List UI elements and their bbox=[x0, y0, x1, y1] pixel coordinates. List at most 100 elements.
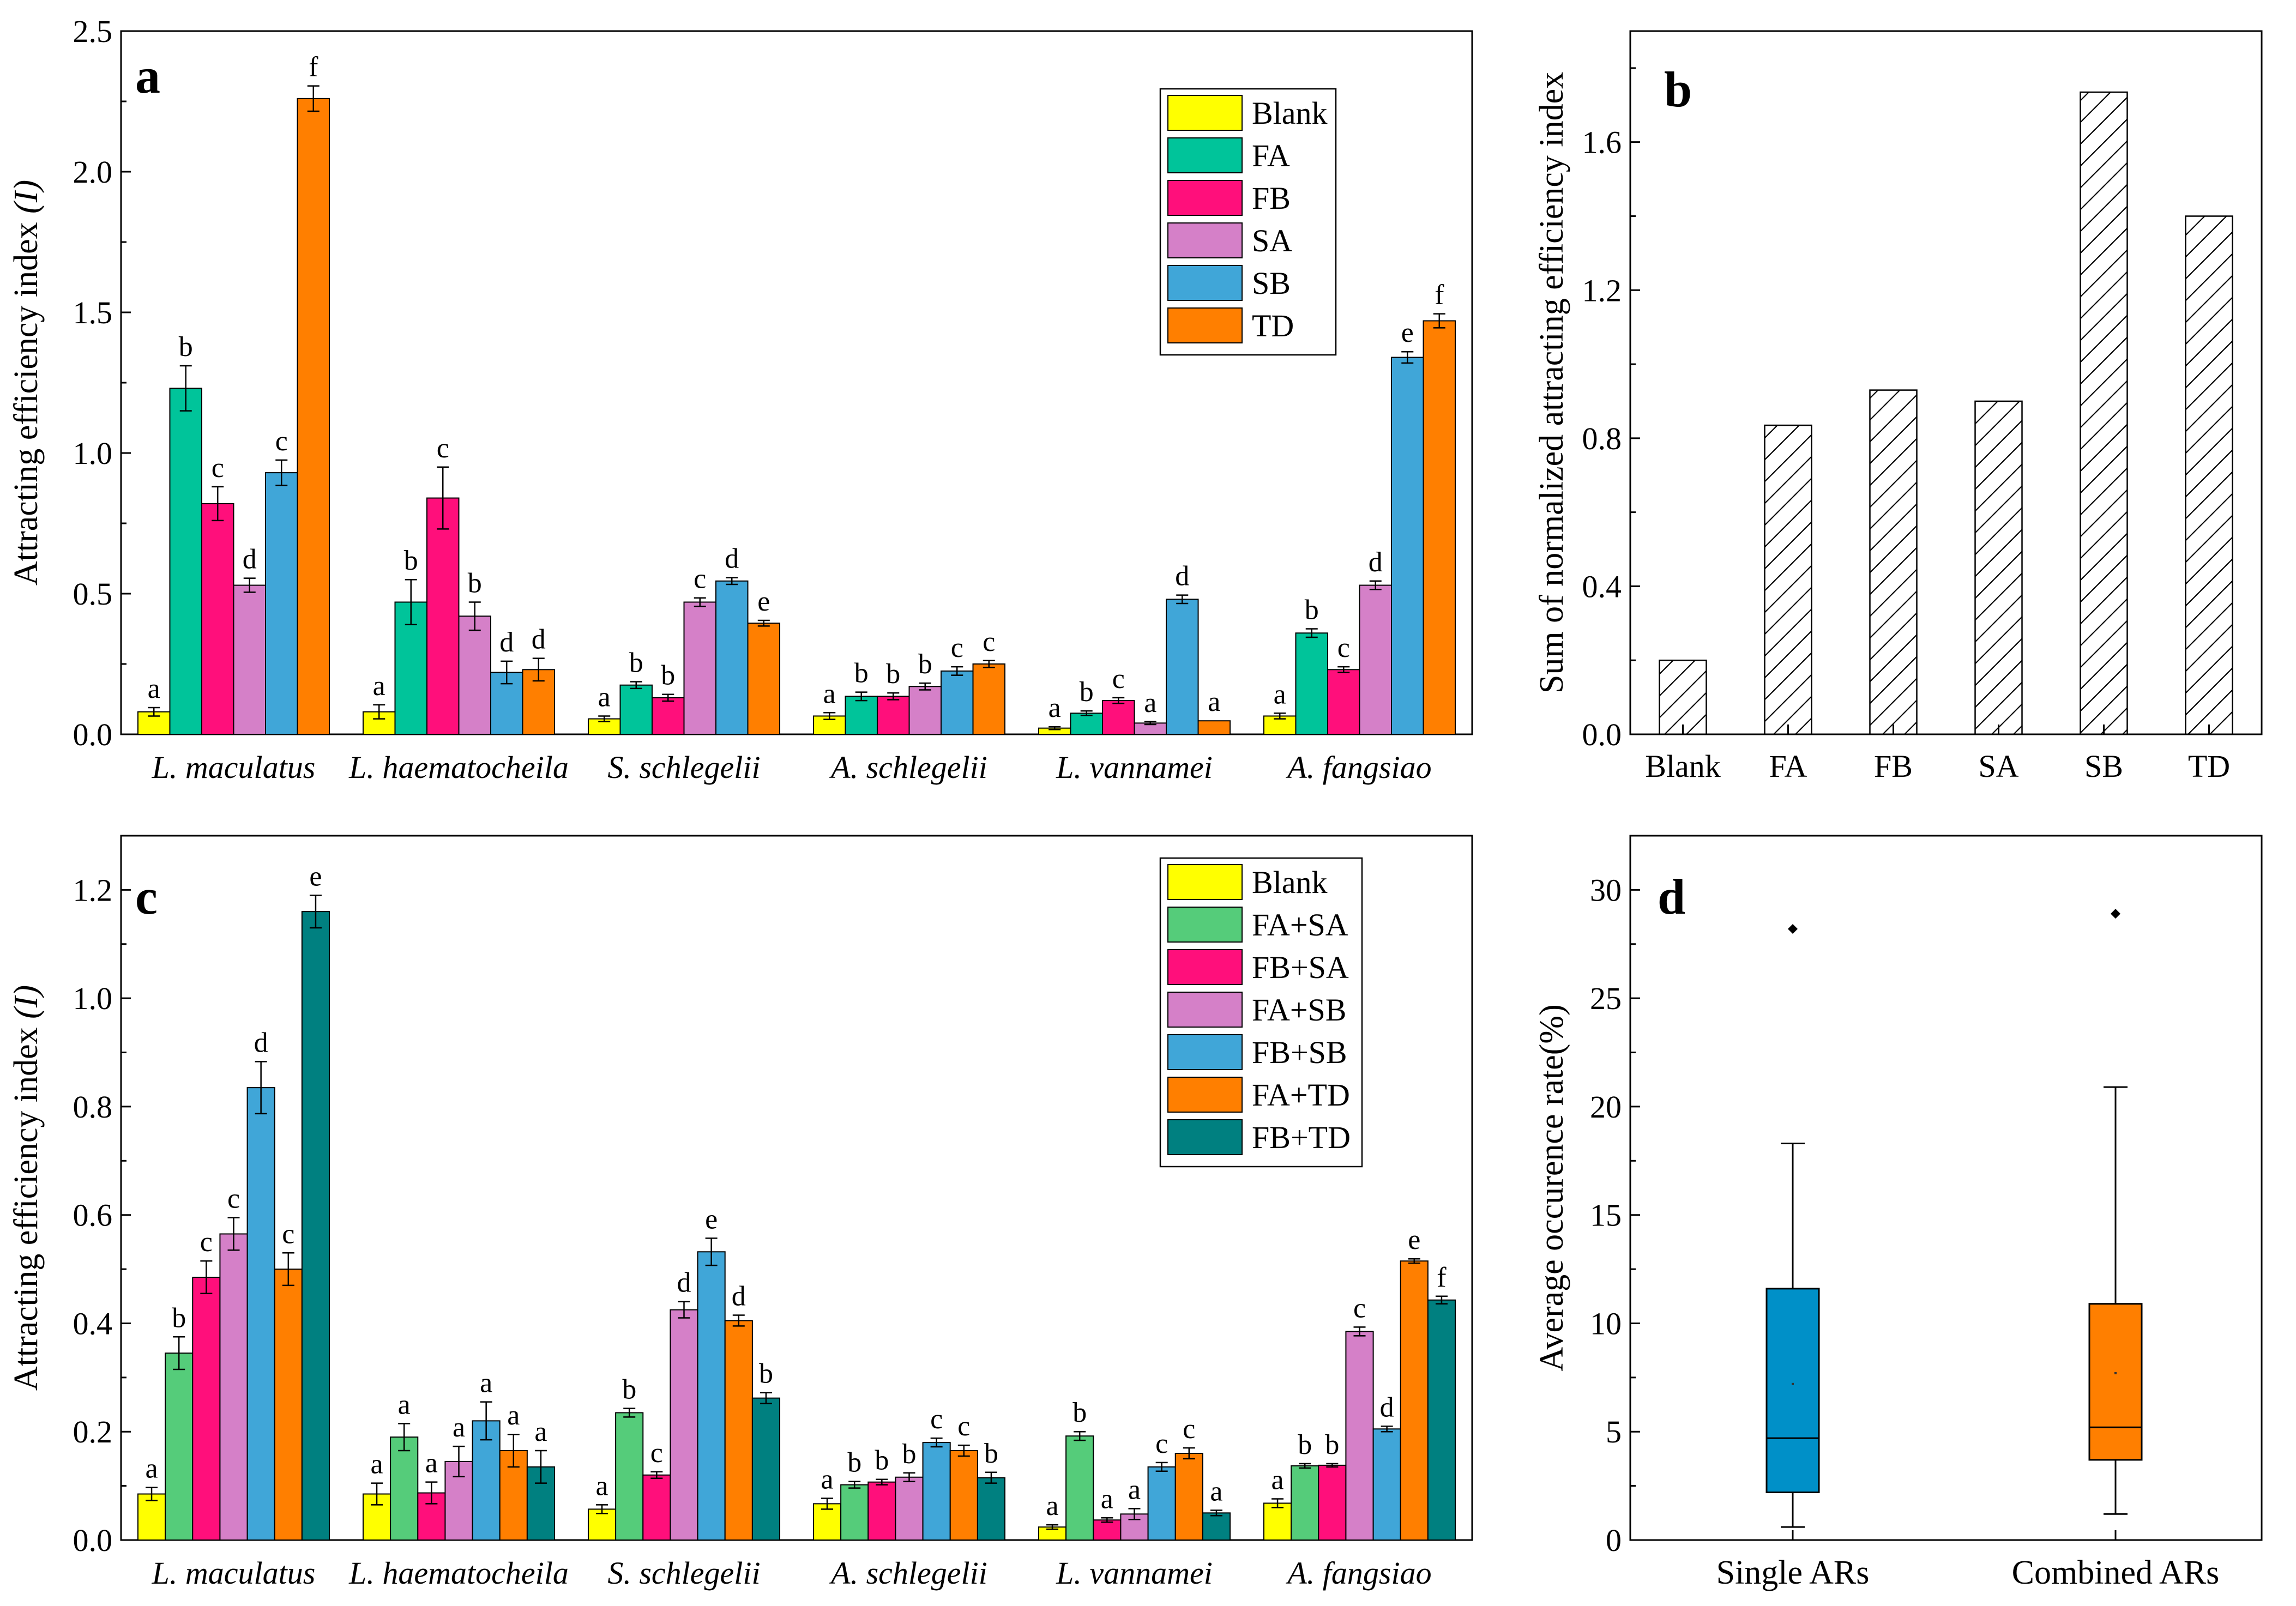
bar-fa-sb-s-schlegelii bbox=[670, 1309, 698, 1541]
y-tick-label: 30 bbox=[1590, 872, 1622, 908]
significance-letter: a bbox=[480, 1368, 492, 1399]
y-tick-label: 1.6 bbox=[1582, 125, 1622, 160]
legend-swatch-blank bbox=[1167, 95, 1243, 131]
bar-fb-td-a-schlegelii bbox=[977, 1477, 1006, 1541]
bar-fb-s-schlegelii bbox=[651, 697, 685, 735]
bar-fb-sb-a-schlegelii bbox=[922, 1442, 951, 1541]
x-category-label: S. schlegelii bbox=[607, 1555, 760, 1591]
y-tick-label: 1.0 bbox=[73, 436, 113, 471]
significance-letter: b bbox=[179, 331, 193, 363]
significance-letter: c bbox=[957, 1411, 970, 1442]
significance-letter: c bbox=[227, 1184, 240, 1215]
outlier-point bbox=[1788, 923, 1798, 934]
bar-sb-s-schlegelii bbox=[715, 580, 749, 735]
bar-td-a-schlegelii bbox=[972, 663, 1006, 735]
bar-sa bbox=[1974, 400, 2023, 735]
legend-swatch-td bbox=[1167, 307, 1243, 343]
y-tick-label: 0.0 bbox=[73, 717, 113, 752]
y-axis-label-text: Average occurence rate(%) bbox=[1533, 1004, 1570, 1371]
significance-letter: c bbox=[983, 626, 995, 657]
significance-letter: b bbox=[468, 567, 482, 599]
legend-swatch-fb-sa bbox=[1167, 949, 1243, 985]
bar-fa-td-l-vannamei bbox=[1174, 1452, 1203, 1541]
bar-fa-td-a-schlegelii bbox=[949, 1450, 978, 1541]
box-combined-ars bbox=[2088, 909, 2143, 1515]
significance-letter: a bbox=[823, 678, 836, 709]
significance-letter: c bbox=[951, 632, 963, 663]
y-tick-label: 2.0 bbox=[73, 154, 113, 190]
y-tick-label: 0.5 bbox=[73, 576, 113, 612]
x-category-label: L. maculatus bbox=[152, 1555, 316, 1591]
y-tick-label: 10 bbox=[1590, 1306, 1622, 1341]
mean-marker bbox=[2114, 1372, 2117, 1374]
bar-fb-td-l-haematocheila bbox=[526, 1466, 556, 1541]
x-category-label: L. haematocheila bbox=[348, 1555, 569, 1591]
bar-fb-td-s-schlegelii bbox=[751, 1397, 781, 1541]
x-category-label: A. fangsiao bbox=[1285, 1555, 1431, 1591]
significance-letter: e bbox=[1408, 1224, 1420, 1255]
y-axis-label-text: Attracting efficiency index bbox=[8, 1019, 45, 1391]
bar-fb-sb-l-haematocheila bbox=[472, 1420, 501, 1541]
significance-letter: d bbox=[677, 1267, 691, 1299]
x-category-label: SA bbox=[1978, 748, 2018, 784]
significance-letter: a bbox=[146, 1453, 158, 1484]
significance-letter: c bbox=[1183, 1414, 1195, 1445]
bar-sa-l-maculatus bbox=[233, 584, 267, 735]
legend-swatch-fa bbox=[1167, 137, 1243, 173]
significance-letter: b bbox=[984, 1438, 998, 1469]
significance-letter: b bbox=[1325, 1429, 1339, 1460]
legend-label-td: TD bbox=[1252, 308, 1294, 343]
legend-swatch-fa-td bbox=[1167, 1077, 1243, 1113]
legend-swatch-fb-td bbox=[1167, 1119, 1243, 1155]
x-category-label: Combined ARs bbox=[2012, 1554, 2220, 1591]
y-tick-label: 0.4 bbox=[73, 1306, 113, 1341]
significance-letter: a bbox=[507, 1400, 520, 1431]
y-tick-label: 0.0 bbox=[1582, 717, 1622, 752]
significance-letter: c bbox=[694, 564, 706, 595]
y-tick-label: 20 bbox=[1590, 1089, 1622, 1125]
significance-letter: b bbox=[847, 1447, 861, 1478]
panel-d-box-plot: 0 5 10 15 20 25 30 Single ARs Combined ARs Averag… bbox=[1533, 835, 2263, 1591]
plot-frame bbox=[1629, 835, 2263, 1541]
y-axis-label-symbol: (I) bbox=[8, 180, 45, 214]
significance-letter: b bbox=[629, 648, 643, 679]
bar-fa-l-vannamei bbox=[1070, 713, 1103, 735]
significance-letter: d bbox=[732, 1281, 746, 1312]
legend-label-blank: Blank bbox=[1252, 865, 1328, 900]
significance-letter: c bbox=[282, 1218, 294, 1249]
x-category-label: L. vannamei bbox=[1056, 1555, 1213, 1591]
significance-letter: b bbox=[172, 1302, 186, 1333]
significance-letter: a bbox=[1128, 1474, 1141, 1505]
significance-letter: d bbox=[254, 1027, 268, 1058]
significance-letter: a bbox=[534, 1416, 547, 1447]
significance-letter: c bbox=[930, 1404, 943, 1435]
bar-fa-td-s-schlegelii bbox=[724, 1320, 753, 1541]
bar-td-l-maculatus bbox=[297, 98, 330, 735]
bar-sb-l-maculatus bbox=[265, 472, 298, 735]
y-tick-label: 1.2 bbox=[73, 872, 113, 908]
significance-letter: a bbox=[1048, 692, 1061, 723]
y-tick-label: 0.6 bbox=[73, 1198, 113, 1233]
significance-letter: f bbox=[1437, 1262, 1447, 1293]
significance-letter: b bbox=[661, 660, 675, 691]
bar-fa-l-maculatus bbox=[169, 388, 202, 735]
bar-fa-td-a-fangsiao bbox=[1400, 1260, 1429, 1541]
bar-fa-sb-a-fangsiao bbox=[1345, 1331, 1374, 1541]
significance-letter: c bbox=[1337, 632, 1350, 663]
significance-letter: a bbox=[1271, 1464, 1284, 1495]
significance-letter: b bbox=[1072, 1397, 1087, 1428]
bar-sb-a-fangsiao bbox=[1391, 357, 1424, 735]
bar-fa-sa-l-maculatus bbox=[165, 1353, 194, 1541]
bar-fa-s-schlegelii bbox=[619, 684, 653, 735]
significance-letter: c bbox=[1155, 1428, 1168, 1459]
legend-label-sa: SA bbox=[1252, 223, 1292, 258]
plot-frame bbox=[1629, 30, 2263, 735]
bar-fa-sa-a-schlegelii bbox=[840, 1484, 869, 1541]
significance-letter: a bbox=[453, 1412, 465, 1443]
bar-fa-sa-a-fangsiao bbox=[1291, 1465, 1319, 1541]
bar-fb-sb-a-fangsiao bbox=[1372, 1428, 1401, 1541]
bar-sb bbox=[2080, 91, 2128, 735]
significance-letter: c bbox=[200, 1227, 213, 1258]
bar-sa-a-fangsiao bbox=[1359, 584, 1393, 735]
